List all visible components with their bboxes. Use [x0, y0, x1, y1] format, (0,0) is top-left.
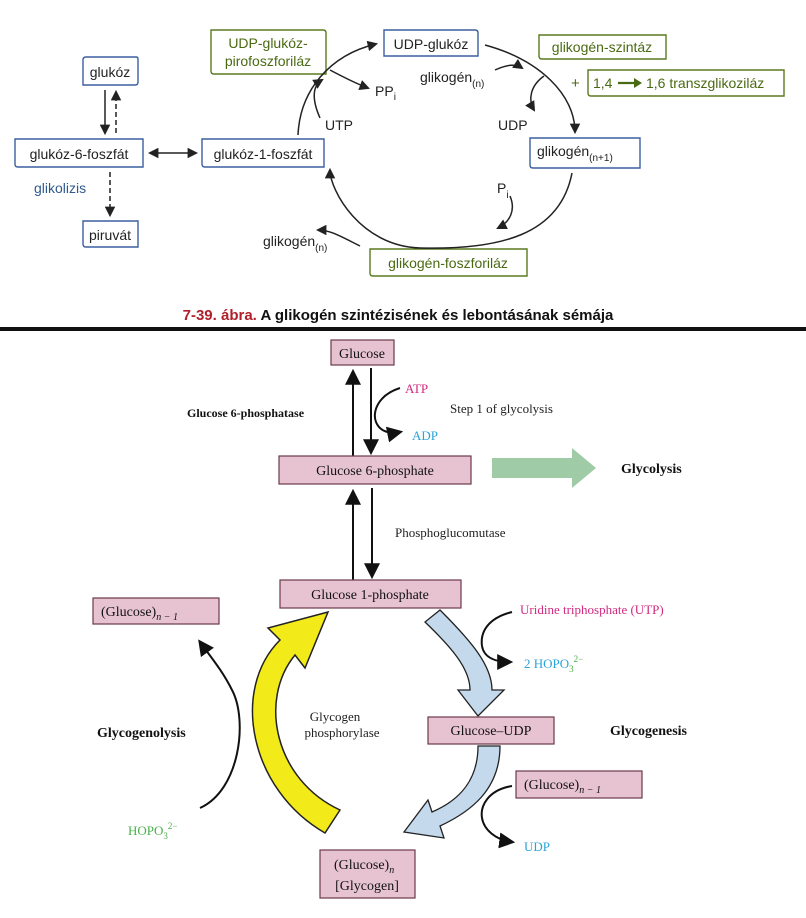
box-glycogen-line2: [Glycogen]: [335, 879, 399, 894]
node-glukoz: glukóz: [82, 56, 139, 86]
box-g6p-label: Glucose 6-phosphate: [316, 464, 434, 479]
section-divider: [0, 327, 806, 331]
node-glikogen-n1: glikogén(n+1): [529, 137, 641, 169]
label-step1: Step 1 of glycolysis: [450, 401, 553, 416]
node-g6p: glukóz-6-foszfát: [14, 138, 144, 168]
arrow-udpglukoz-to-glikogen: [484, 44, 581, 135]
label-utp: UTP: [325, 117, 353, 133]
node-g1p: glukóz-1-foszfát: [201, 138, 325, 168]
glycogen-phosphorylase-arrow: [251, 610, 342, 835]
arrow-ppi-out: [329, 69, 370, 90]
enzyme-udp-pyrophosphorylase: UDP-glukóz- pirofoszforiláz: [210, 29, 327, 75]
box-glucose: Glucose: [330, 339, 395, 366]
label-udp-bottom: UDP: [524, 839, 550, 854]
enzyme-synthase-label: glikogén-szintáz: [552, 39, 652, 55]
label-glikolizis: glikolizis: [34, 180, 86, 196]
branching-right: 1,6 transzglikoziláz: [646, 75, 764, 91]
enzyme-phosphorylase: glikogén-foszforiláz: [369, 248, 528, 277]
label-g6pase: Glucose 6-phosphatase: [187, 406, 305, 420]
label-atp: ATP: [405, 381, 428, 396]
arrow-g1p-to-udpglukoz: [297, 40, 379, 136]
enzyme-udp-pp-line2: pirofoszforiláz: [225, 53, 311, 69]
enzyme-phosphorylase-label: glikogén-foszforiláz: [388, 255, 508, 271]
top-diagram: glukóz glukóz-6-foszfát glukóz-1-foszfát…: [14, 29, 785, 324]
box-g1p: Glucose 1-phosphate: [279, 579, 462, 609]
label-utp: Uridine triphosphate (UTP): [520, 602, 664, 617]
box-glycogen-line1: (Glucose)n: [334, 858, 394, 876]
label-adp: ADP: [412, 428, 438, 443]
branching-plus: +: [571, 75, 580, 92]
box-glucose-n1-right: (Glucose)n − 1: [515, 770, 643, 799]
arrow-atp-adp: [373, 387, 404, 443]
glycolysis-arrow: [492, 448, 596, 488]
node-piruvat: piruvát: [82, 220, 139, 248]
label-ppi: PPi: [375, 83, 396, 103]
top-arrows: [99, 40, 581, 249]
node-g6p-label: glukóz-6-foszfát: [30, 146, 129, 162]
box-glucose-n1-right-label: (Glucose)n − 1: [524, 778, 601, 796]
arrow-glycogenolysis: [198, 639, 241, 809]
arrow-utp-in: [312, 78, 324, 119]
node-g1p-label: glukóz-1-foszfát: [214, 146, 313, 162]
label-hopo-left: HOPO32−: [128, 821, 177, 841]
label-glycogenesis: Glycogenesis: [610, 724, 688, 739]
box-glycogen: (Glucose)n [Glycogen]: [319, 849, 416, 899]
arrow-glikogen-out: [315, 224, 361, 247]
label-phosphorylase-2: phosphorylase: [304, 725, 379, 740]
label-glikogen-n-top: glikogén(n): [420, 69, 484, 90]
node-udp-glukoz: UDP-glukóz: [383, 29, 479, 57]
box-glucose-label: Glucose: [339, 347, 385, 362]
label-glycogenolysis: Glycogenolysis: [97, 726, 186, 741]
label-udp-top: UDP: [498, 117, 528, 133]
arrow-utp-hopo: [480, 611, 514, 670]
figure-caption: 7-39. ábra. A glikogén szintézisének és …: [183, 307, 614, 324]
arrow-udp-out: [525, 75, 545, 112]
enzyme-glycogen-synthase: glikogén-szintáz: [538, 34, 667, 60]
node-glikogen-n1-label: glikogén(n+1): [537, 143, 613, 164]
enzyme-udp-pp-line1: UDP-glukóz-: [228, 35, 308, 51]
box-g1p-label: Glucose 1-phosphate: [311, 588, 429, 603]
node-piruvat-label: piruvát: [89, 227, 131, 243]
bottom-diagram: Glucose Glucose 6-phosphate Glucose 1-ph…: [92, 339, 688, 899]
box-glucose-udp: Glucose–UDP: [427, 716, 555, 745]
label-glycolysis: Glycolysis: [621, 462, 682, 477]
bottom-black-arrows: [198, 368, 516, 849]
label-pi: Pi: [497, 180, 509, 201]
arrow-glikogen-in: [494, 58, 524, 71]
box-glucose-n1-left: (Glucose)n − 1: [92, 597, 220, 625]
arrow-g1p-to-glucose-udp: [424, 609, 506, 717]
label-hopo-right: 2 HOPO32−: [524, 654, 583, 674]
node-glukoz-label: glukóz: [90, 64, 130, 80]
arrow-glucose-udp-to-glycogen: [402, 745, 501, 839]
arrow-pi-in: [496, 195, 514, 229]
branching-left: 1,4: [593, 75, 613, 91]
label-phosphorylase-1: Glycogen: [310, 709, 361, 724]
box-g6p: Glucose 6-phosphate: [278, 455, 472, 485]
box-glucose-udp-label: Glucose–UDP: [451, 724, 532, 739]
arrow-glucose-n1-udp: [480, 785, 516, 849]
box-glucose-n1-left-label: (Glucose)n − 1: [101, 605, 178, 623]
label-glikogen-n-bottom: glikogén(n): [263, 233, 327, 254]
arrow-glikogen-to-g1p: [324, 167, 573, 249]
label-phosphoglucomutase: Phosphoglucomutase: [395, 525, 506, 540]
node-udp-glukoz-label: UDP-glukóz: [394, 36, 469, 52]
enzyme-branching: + 1,4 1,6 transzglikoziláz: [571, 69, 785, 97]
